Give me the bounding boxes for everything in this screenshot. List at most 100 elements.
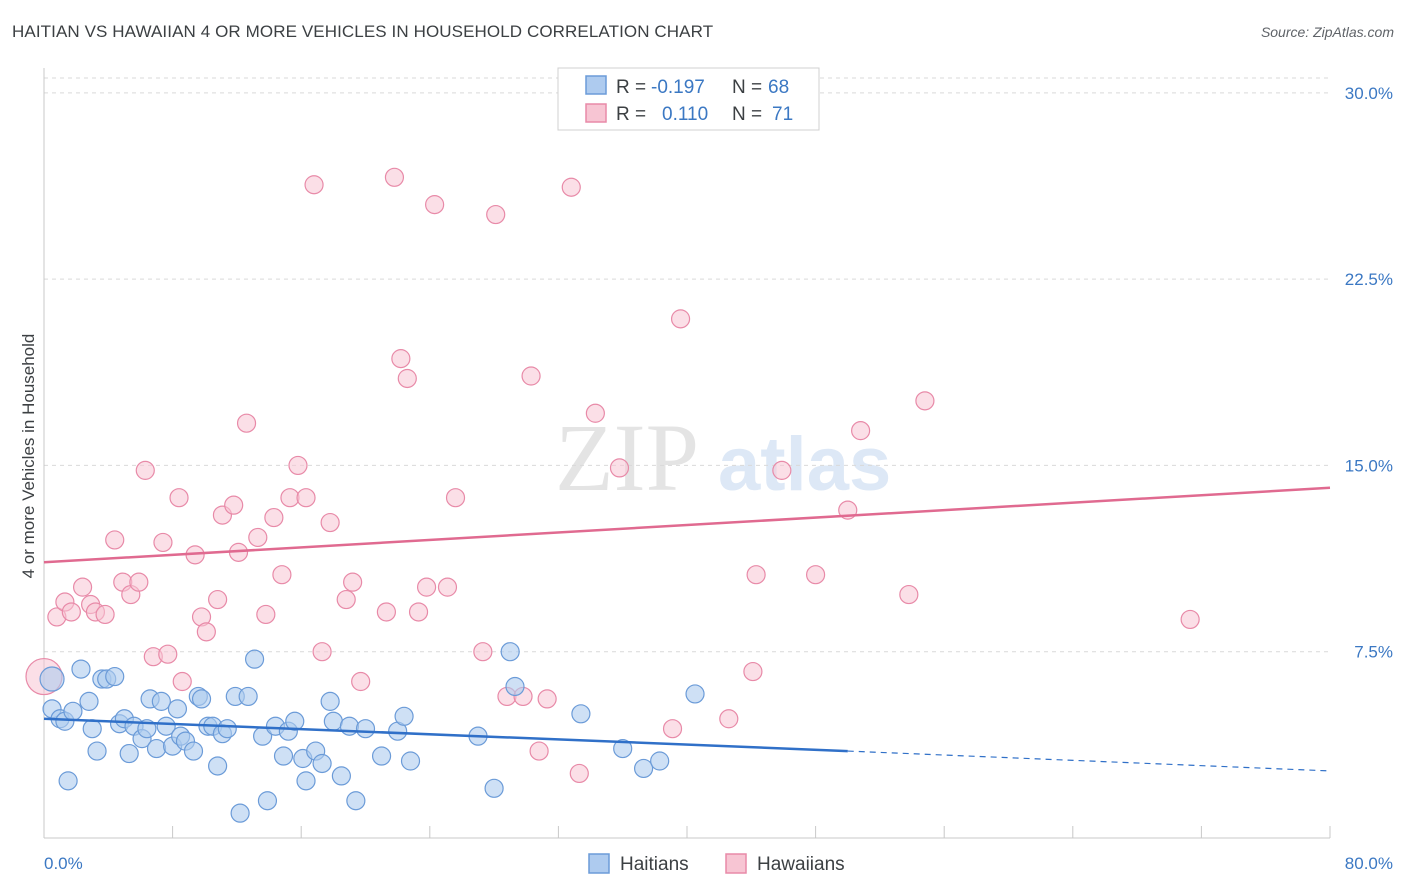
bottom-legend-hawaiians-swatch [725, 853, 747, 874]
haitians-point [320, 691, 340, 711]
hawaiians-point [670, 309, 691, 329]
hawaiians-point [537, 689, 557, 709]
hawaiians-point [135, 460, 155, 480]
hawaiians-point [72, 577, 93, 597]
source-label: Source: ZipAtlas.com [1260, 24, 1394, 40]
hawaiians-point [304, 175, 324, 195]
hawaiians-point [105, 530, 125, 550]
y-tick-label: 7.5% [1354, 643, 1393, 662]
hawaiians-point [805, 565, 826, 585]
hawaiians-point [425, 195, 445, 215]
legend-hawaiians-n-label: N = [732, 104, 762, 125]
haitians-point [39, 666, 65, 692]
hawaiians-point [343, 572, 363, 592]
x-tick-max: 80.0% [1345, 854, 1393, 873]
hawaiians-point [719, 709, 739, 729]
haitians-point [650, 751, 670, 771]
haitians-point [571, 704, 591, 724]
haitians-point [191, 689, 212, 709]
haitians-points [39, 642, 705, 823]
legend-haitians-r-value: -0.197 [651, 77, 705, 98]
hawaiians-point [851, 421, 871, 441]
hawaiians-point [312, 642, 332, 662]
hawaiians-point [915, 391, 935, 411]
watermark-zip: ZIP [555, 404, 699, 511]
haitians-point [394, 706, 414, 726]
haitians-point [167, 699, 188, 719]
haitians-point [146, 738, 167, 759]
legend-haitians-n-value: 68 [768, 77, 789, 98]
haitians-point [633, 758, 654, 779]
hawaiians-point [521, 366, 541, 386]
hawaiians-point [569, 763, 589, 784]
legend-haitians-n-label: N = [732, 77, 762, 98]
hawaiians-point [172, 671, 192, 692]
legend-hawaiians-swatch [585, 103, 607, 123]
hawaiians-point [224, 495, 244, 515]
hawaiians-point [397, 368, 417, 389]
haitians-point [79, 691, 99, 711]
haitians-point [355, 719, 376, 739]
legend-hawaiians-r-label: R = [616, 104, 646, 125]
haitians-point [296, 771, 316, 791]
y-tick-label: 30.0% [1345, 84, 1393, 103]
legend-hawaiians-r-value: 0.110 [662, 104, 708, 125]
chart-title: HAITIAN VS HAWAIIAN 4 OR MORE VEHICLES I… [12, 22, 714, 41]
haitians-point [484, 778, 504, 798]
legend-haitians-r-label: R = [616, 77, 646, 98]
haitians-point [217, 719, 237, 739]
hawaiians-point [662, 719, 683, 739]
bottom-legend-haitians-swatch [588, 853, 610, 874]
hawaiians-point [320, 512, 340, 533]
hawaiians-point [609, 458, 630, 478]
hawaiians-point [158, 644, 178, 664]
haitians-point [105, 666, 125, 687]
hawaiians-point [280, 488, 300, 508]
haitians-point [183, 741, 204, 761]
hawaiians-point [384, 167, 405, 187]
haitians-trend-line [43, 717, 848, 753]
hawaiians-point [899, 584, 919, 605]
haitians-point [331, 766, 351, 786]
haitians-point [230, 803, 250, 823]
hawaiians-point [376, 602, 396, 622]
haitians-point [119, 743, 139, 764]
haitians-point [505, 676, 525, 697]
haitians-point [273, 746, 294, 766]
haitians-point [685, 684, 705, 704]
haitians-point [500, 642, 520, 662]
haitians-point [346, 791, 366, 811]
y-tick-labels: 7.5% 15.0% 22.5% 30.0% [1345, 84, 1393, 662]
haitians-point [58, 771, 78, 791]
hawaiians-point [256, 604, 276, 625]
haitians-point [285, 711, 305, 731]
hawaiians-point [272, 565, 292, 585]
haitians-point [613, 738, 633, 759]
hawaiians-point [169, 488, 189, 508]
top-legend: R = -0.197 N = 68 R = 0.110 N = 71 [557, 67, 820, 131]
hawaiians-point [61, 602, 81, 622]
hawaiians-point [743, 661, 763, 682]
haitians-point [238, 686, 258, 707]
hawaiians-point [153, 532, 173, 553]
hawaiians-point [486, 204, 506, 225]
hawaiians-point [208, 589, 228, 610]
y-tick-label: 22.5% [1345, 270, 1393, 289]
hawaiians-point [416, 577, 437, 597]
bottom-legend: Haitians Hawaiians [588, 853, 845, 875]
haitians-point [400, 751, 421, 771]
hawaiians-point [445, 488, 466, 508]
hawaiians-point [408, 602, 429, 622]
haitians-trend-extension [847, 750, 1331, 772]
haitians-point [151, 691, 171, 711]
hawaiians-point [129, 572, 149, 592]
hawaiians-point [437, 577, 458, 597]
y-axis-label: 4 or more Vehicles in Household [19, 334, 38, 579]
hawaiians-point [529, 741, 549, 761]
hawaiians-point [296, 488, 316, 508]
haitians-point [244, 649, 265, 669]
hawaiians-point [95, 604, 115, 625]
haitians-point [257, 791, 278, 811]
hawaiians-point [336, 589, 356, 610]
